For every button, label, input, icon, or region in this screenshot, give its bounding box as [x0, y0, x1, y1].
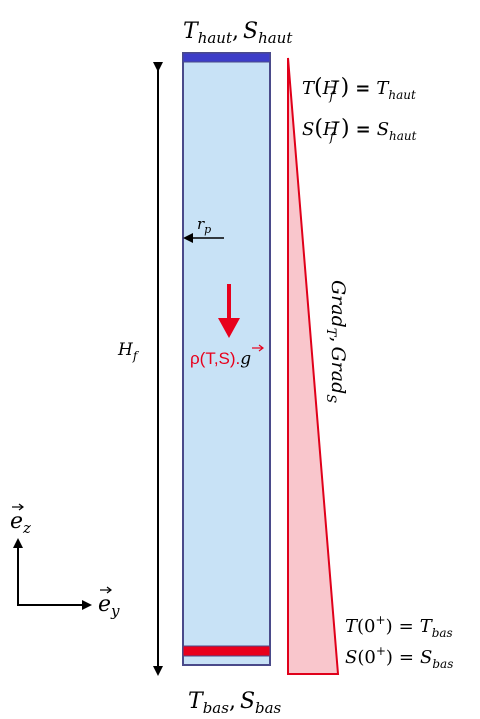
top-boundary-label: Thaut, Shaut: [183, 19, 293, 47]
axis-z-vector-mark-head: [18, 503, 24, 511]
equation-top-salinity: S(Hf−) = Shaut: [302, 115, 417, 144]
bottom-boundary-band: [182, 645, 271, 657]
gravity-label: ρ(T,S).g: [190, 349, 251, 369]
top-boundary-band: [182, 52, 271, 63]
equation-top-temperature: T(Hf−) = Thaut: [302, 74, 416, 103]
axis-z-label: ez: [10, 509, 31, 537]
equation-bottom-salinity: S(0+) = Sbas: [345, 644, 453, 671]
gravity-arrow-head: [218, 318, 240, 338]
radius-label: rp: [197, 215, 211, 236]
gradient-label: GradT,GradS: [323, 280, 349, 403]
gradient-wedge: [287, 57, 340, 675]
fluid-column: [182, 52, 271, 666]
axis-y-label: ey: [98, 592, 120, 620]
gravity-vector-arrowhead: [258, 344, 264, 352]
axis-y-vector-mark-head: [106, 586, 112, 594]
height-label: Hf: [117, 340, 140, 363]
equation-bottom-temperature: T(0+) = Tbas: [345, 613, 453, 640]
bottom-boundary-label: Tbas, Sbas: [188, 689, 282, 717]
